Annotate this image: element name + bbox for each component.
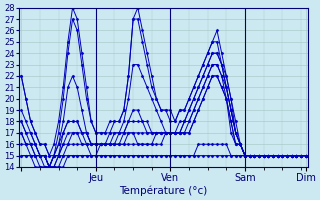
X-axis label: Température (°c): Température (°c): [119, 185, 208, 196]
